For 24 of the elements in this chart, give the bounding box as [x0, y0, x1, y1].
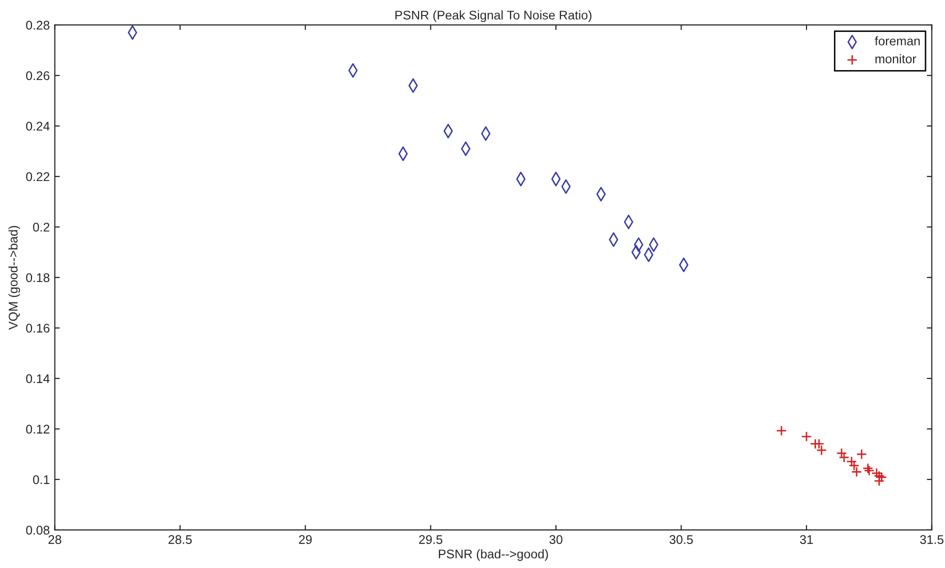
- y-tick-label: 0.1: [33, 475, 50, 484]
- y-axis-title: VQM (good-->bad): [8, 226, 20, 330]
- y-tick-label: 0.24: [26, 122, 50, 131]
- y-tick-label: 0.18: [26, 273, 50, 282]
- chart-title: PSNR (Peak Signal To Noise Ratio): [395, 10, 592, 22]
- x-tick-label: 28.5: [168, 535, 192, 544]
- x-tick-label: 31: [800, 535, 813, 544]
- y-tick-label: 0.14: [26, 374, 50, 384]
- y-tick-label: 0.12: [26, 424, 50, 434]
- x-tick-label: 30: [549, 535, 562, 544]
- x-tick-label: 29.5: [419, 535, 442, 544]
- y-tick-label: 0.16: [26, 324, 50, 333]
- y-tick-label: 0.2: [33, 222, 50, 232]
- x-tick-label: 28: [48, 535, 62, 544]
- y-tick-label: 0.08: [26, 526, 50, 535]
- y-tick-label: 0.22: [26, 172, 50, 182]
- y-tick-label: 0.26: [26, 71, 50, 80]
- legend-label: monitor: [876, 54, 916, 64]
- x-axis-title: PSNR (bad-->good): [438, 549, 548, 561]
- x-tick-label: 30.5: [670, 535, 693, 544]
- y-tick-label: 0.28: [26, 20, 50, 30]
- legend-label: foreman: [874, 36, 920, 46]
- x-tick-label: 31.5: [920, 535, 944, 544]
- x-tick-label: 29: [299, 535, 312, 544]
